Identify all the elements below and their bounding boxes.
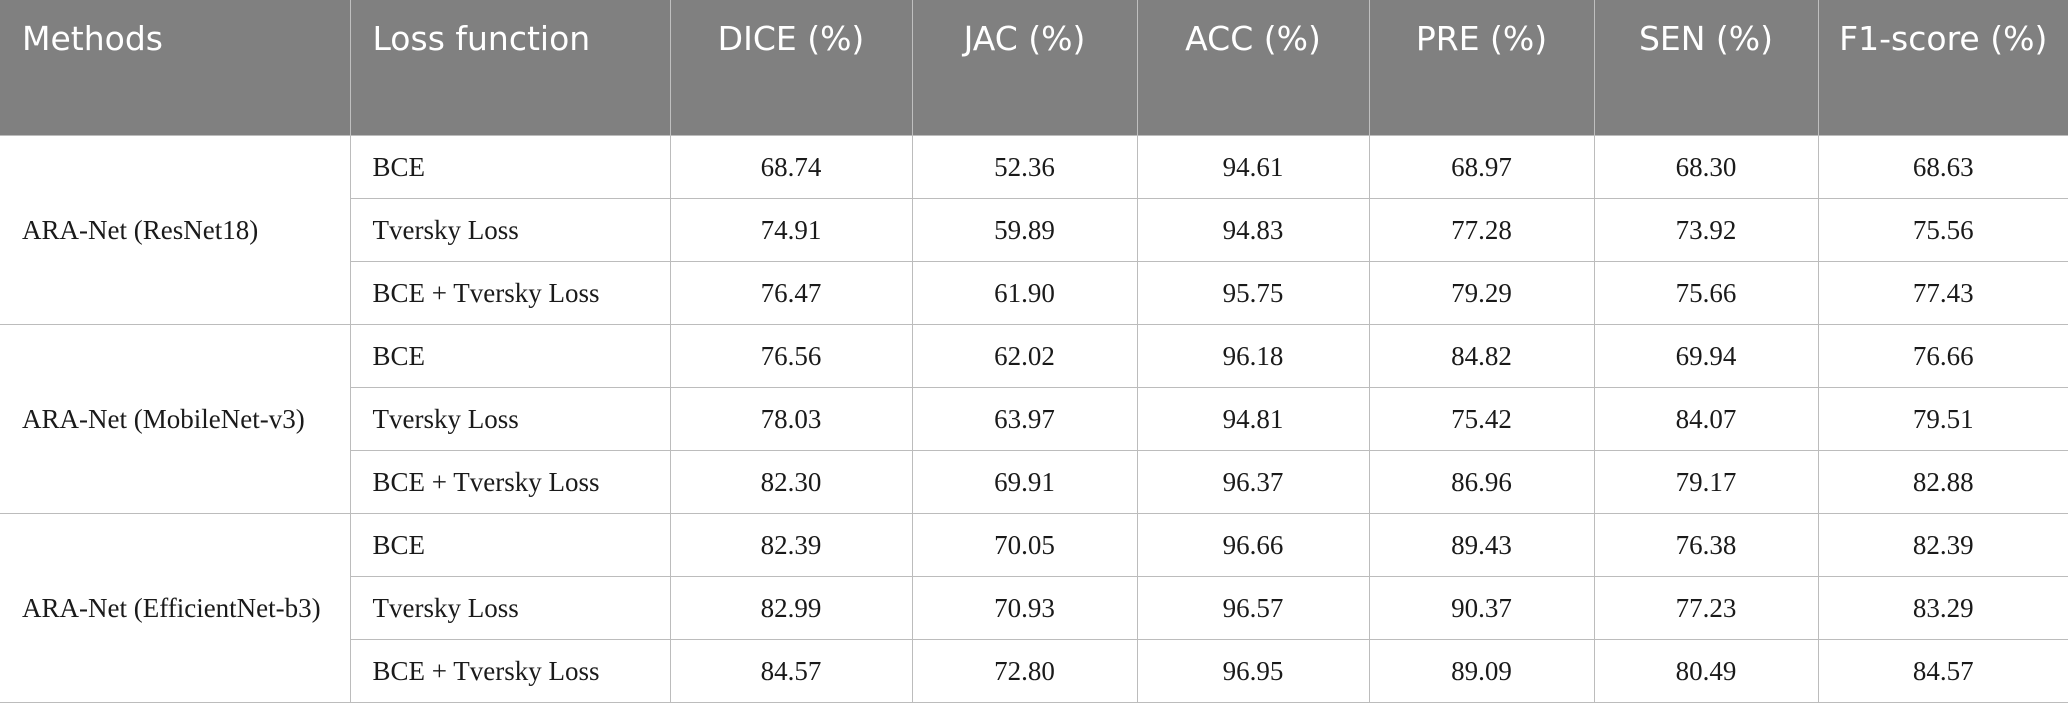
method-cell: ARA-Net (MobileNet-v3) bbox=[0, 324, 351, 514]
header-row: Methods Loss function DICE (%) JAC (%) A… bbox=[0, 0, 2068, 136]
dice-cell: 82.39 bbox=[669, 513, 913, 577]
pre-cell: 75.42 bbox=[1368, 387, 1595, 451]
header-jac: JAC (%) bbox=[911, 0, 1137, 136]
pre-cell: 86.96 bbox=[1368, 450, 1595, 514]
f1-cell: 77.43 bbox=[1817, 261, 2068, 325]
header-methods: Methods bbox=[0, 0, 350, 136]
loss-cell: BCE + Tversky Loss bbox=[350, 639, 671, 703]
f1-cell: 83.29 bbox=[1817, 576, 2068, 640]
acc-cell: 94.61 bbox=[1136, 135, 1370, 199]
acc-cell: 94.83 bbox=[1136, 198, 1370, 262]
header-loss-function: Loss function bbox=[349, 0, 670, 136]
loss-cell: BCE + Tversky Loss bbox=[350, 450, 671, 514]
dice-cell: 76.47 bbox=[669, 261, 913, 325]
loss-cell: BCE bbox=[349, 513, 671, 577]
pre-cell: 77.28 bbox=[1368, 198, 1595, 262]
f1-cell: 82.88 bbox=[1817, 450, 2068, 514]
jac-cell: 63.97 bbox=[911, 387, 1138, 451]
jac-cell: 70.05 bbox=[911, 513, 1138, 577]
method-cell: ARA-Net (EfficientNet-b3) bbox=[0, 513, 351, 703]
acc-cell: 95.75 bbox=[1136, 261, 1370, 325]
acc-cell: 94.81 bbox=[1136, 387, 1370, 451]
sen-cell: 75.66 bbox=[1593, 261, 1819, 325]
loss-cell: Tversky Loss bbox=[350, 198, 671, 262]
f1-cell: 68.63 bbox=[1817, 135, 2068, 199]
sen-cell: 69.94 bbox=[1593, 324, 1819, 388]
loss-cell: BCE + Tversky Loss bbox=[350, 261, 671, 325]
loss-cell: Tversky Loss bbox=[350, 387, 671, 451]
sen-cell: 84.07 bbox=[1593, 387, 1819, 451]
header-sen: SEN (%) bbox=[1593, 0, 1818, 136]
dice-cell: 84.57 bbox=[669, 639, 913, 703]
pre-cell: 84.82 bbox=[1368, 324, 1595, 388]
f1-cell: 84.57 bbox=[1817, 639, 2068, 703]
table-row: Tversky Loss 82.99 70.93 96.57 90.37 77.… bbox=[0, 576, 2068, 640]
sen-cell: 68.30 bbox=[1593, 135, 1819, 199]
dice-cell: 74.91 bbox=[669, 198, 913, 262]
header-f1-score: F1-score (%) bbox=[1817, 0, 2068, 136]
sen-cell: 73.92 bbox=[1593, 198, 1819, 262]
header-acc: ACC (%) bbox=[1136, 0, 1369, 136]
dice-cell: 68.74 bbox=[669, 135, 913, 199]
dice-cell: 82.99 bbox=[669, 576, 913, 640]
f1-cell: 79.51 bbox=[1817, 387, 2068, 451]
loss-cell: BCE bbox=[349, 324, 671, 388]
table-row: Tversky Loss 74.91 59.89 94.83 77.28 73.… bbox=[0, 198, 2068, 262]
pre-cell: 90.37 bbox=[1368, 576, 1595, 640]
f1-cell: 75.56 bbox=[1817, 198, 2068, 262]
acc-cell: 96.18 bbox=[1136, 324, 1370, 388]
jac-cell: 70.93 bbox=[911, 576, 1138, 640]
dice-cell: 76.56 bbox=[669, 324, 913, 388]
loss-cell: Tversky Loss bbox=[350, 576, 671, 640]
jac-cell: 61.90 bbox=[911, 261, 1138, 325]
acc-cell: 96.57 bbox=[1136, 576, 1370, 640]
table-row: ARA-Net (MobileNet-v3) BCE 76.56 62.02 9… bbox=[0, 324, 2068, 514]
jac-cell: 69.91 bbox=[911, 450, 1138, 514]
jac-cell: 59.89 bbox=[911, 198, 1138, 262]
method-cell: ARA-Net (ResNet18) bbox=[0, 135, 351, 325]
table-row: BCE + Tversky Loss 82.30 69.91 96.37 86.… bbox=[0, 450, 2068, 514]
sen-cell: 80.49 bbox=[1593, 639, 1819, 703]
table-row: ARA-Net (ResNet18) BCE 68.74 52.36 94.61… bbox=[0, 135, 2068, 325]
f1-cell: 76.66 bbox=[1817, 324, 2068, 388]
table-row: ARA-Net (EfficientNet-b3) BCE 82.39 70.0… bbox=[0, 513, 2068, 703]
jac-cell: 62.02 bbox=[911, 324, 1138, 388]
sen-cell: 79.17 bbox=[1593, 450, 1819, 514]
pre-cell: 89.09 bbox=[1368, 639, 1595, 703]
f1-cell: 82.39 bbox=[1817, 513, 2068, 577]
jac-cell: 52.36 bbox=[911, 135, 1138, 199]
table-row: Tversky Loss 78.03 63.97 94.81 75.42 84.… bbox=[0, 387, 2068, 451]
sen-cell: 77.23 bbox=[1593, 576, 1819, 640]
pre-cell: 79.29 bbox=[1368, 261, 1595, 325]
acc-cell: 96.95 bbox=[1136, 639, 1370, 703]
acc-cell: 96.66 bbox=[1136, 513, 1370, 577]
pre-cell: 89.43 bbox=[1368, 513, 1595, 577]
jac-cell: 72.80 bbox=[911, 639, 1138, 703]
dice-cell: 82.30 bbox=[669, 450, 913, 514]
sen-cell: 76.38 bbox=[1593, 513, 1819, 577]
acc-cell: 96.37 bbox=[1136, 450, 1370, 514]
dice-cell: 78.03 bbox=[669, 387, 913, 451]
header-dice: DICE (%) bbox=[669, 0, 912, 136]
pre-cell: 68.97 bbox=[1368, 135, 1595, 199]
loss-cell: BCE bbox=[349, 135, 671, 199]
header-pre: PRE (%) bbox=[1368, 0, 1594, 136]
